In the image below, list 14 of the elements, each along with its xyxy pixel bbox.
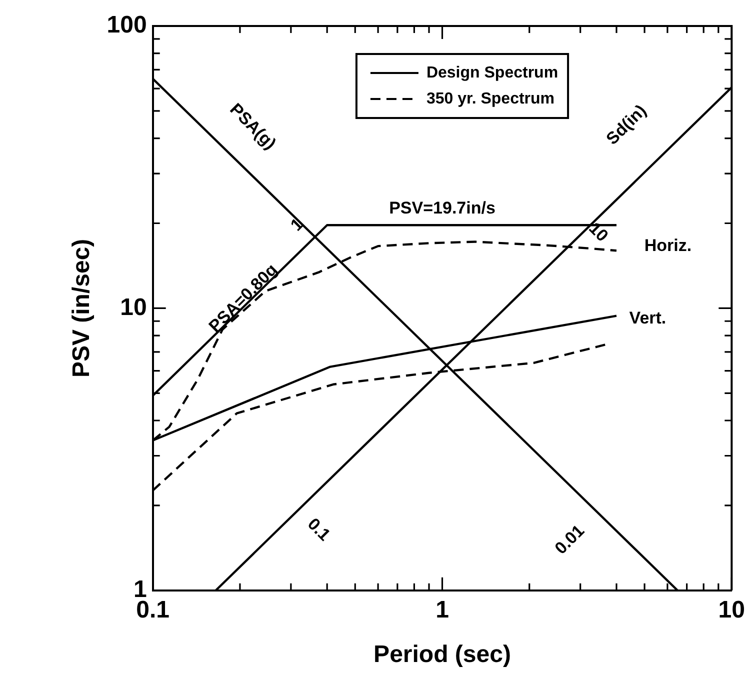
annotation: 0.01: [551, 521, 588, 558]
annotation: Horiz.: [644, 236, 692, 255]
legend-label: 350 yr. Spectrum: [426, 90, 555, 108]
x-axis-title: Period (sec): [374, 641, 511, 668]
y-tick-label: 10: [120, 294, 147, 321]
annotation: PSV=19.7in/s: [389, 198, 496, 218]
y-axis-title: PSV (in/sec): [68, 238, 96, 378]
y-tick-label: 100: [106, 12, 147, 39]
legend-label: Design Spectrum: [426, 64, 558, 82]
x-tick-label: 10: [718, 596, 746, 624]
annotation: 1: [286, 214, 308, 235]
annotation: Vert.: [629, 308, 666, 328]
x-tick-label: 1: [436, 596, 449, 624]
annotation: 0.1: [304, 514, 334, 545]
